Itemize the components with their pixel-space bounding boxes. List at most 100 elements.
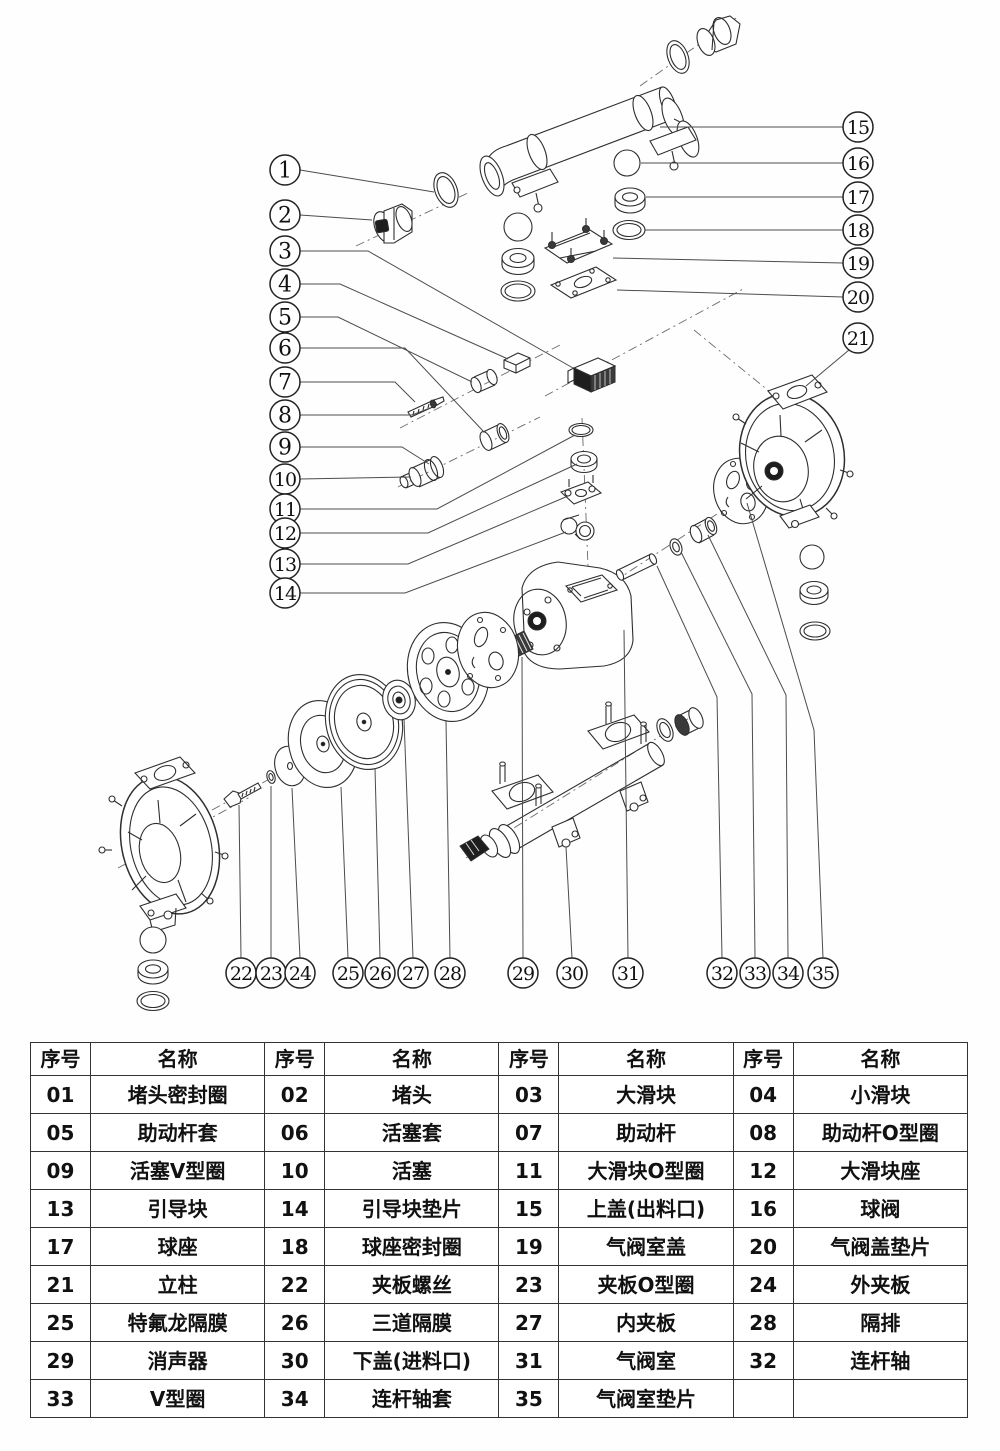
callout-number-19: 19	[847, 253, 869, 275]
leader-line-35	[746, 502, 824, 959]
left-pump-housing	[98, 756, 229, 933]
part-number-cell: 33	[30, 1379, 91, 1418]
upper-cover-outlet	[479, 86, 700, 213]
part-number-cell: 11	[498, 1151, 560, 1190]
header-cell-1: 名称	[89, 1042, 266, 1076]
callout-number-8: 8	[278, 404, 292, 429]
ball-valve-set-bottom-left	[136, 926, 170, 1012]
parts-table-row-7: 29 消声器 30 下盖(进料口) 31 气阀室 32 连杆轴	[30, 1341, 969, 1380]
part-number-cell: 03	[498, 1075, 560, 1114]
part-number-cell: 13	[30, 1189, 91, 1228]
callout-circle-18	[842, 214, 874, 246]
part-name-cell: 上盖(出料口)	[558, 1189, 734, 1228]
part-number-cell: 18	[264, 1227, 326, 1266]
leader-line-26	[374, 767, 381, 959]
callout-circle-29	[507, 957, 539, 989]
leader-line-2	[299, 214, 373, 221]
leader-line-5	[300, 316, 473, 383]
callout-number-7: 7	[278, 371, 292, 396]
leader-line-12	[300, 463, 578, 534]
callout-number-21: 21	[847, 328, 869, 350]
callout-circle-33	[739, 957, 771, 989]
plug-and-seal-right	[666, 15, 741, 74]
callout-circle-27	[397, 957, 429, 989]
part-number-cell: 17	[30, 1227, 91, 1266]
leader-line-22	[238, 804, 242, 959]
callout-number-35: 35	[812, 963, 834, 985]
part-number-cell: 30	[264, 1341, 326, 1380]
air-valve-chamber	[505, 561, 634, 670]
part-number-cell: 29	[30, 1341, 91, 1380]
part-name-cell: 内夹板	[558, 1303, 734, 1342]
part-name-cell: 堵头	[324, 1075, 500, 1114]
callout-number-33: 33	[744, 963, 766, 985]
leader-line-1	[299, 169, 435, 193]
leader-line-19	[612, 257, 844, 264]
callout-circle-7	[269, 366, 301, 398]
callout-circle-20	[842, 281, 874, 313]
leader-line-30	[565, 846, 573, 959]
plug-and-seal-left	[373, 172, 459, 244]
leader-line-21	[805, 349, 850, 387]
header-cell-3: 名称	[324, 1042, 500, 1076]
callout-number-16: 16	[847, 153, 869, 175]
parts-table-row-0: 01 堵头密封圈 02 堵头 03 大滑块 04 小滑块	[30, 1075, 969, 1114]
part-number-cell: 04	[732, 1075, 794, 1114]
part-number-cell: 24	[732, 1265, 794, 1304]
header-cell-5: 名称	[558, 1042, 734, 1076]
callout-number-13: 13	[274, 554, 296, 576]
ball-valve-set-top-right	[612, 149, 646, 241]
callout-circle-16	[842, 147, 874, 179]
parts-table-header-row: 序号 名称 序号 名称 序号 名称 序号 名称	[30, 1042, 969, 1076]
leader-line-8	[300, 407, 431, 416]
callout-number-26: 26	[369, 963, 391, 985]
leader-line-10	[299, 476, 412, 480]
part-number-cell: 31	[498, 1341, 560, 1380]
part-name-cell: 下盖(进料口)	[324, 1341, 500, 1380]
callout-circle-1	[269, 154, 301, 186]
callout-circle-14	[269, 577, 301, 609]
leader-line-28	[445, 719, 451, 959]
part-name-cell: 消声器	[89, 1341, 266, 1380]
part-name-cell: V型圈	[89, 1379, 266, 1418]
part-number-cell: 14	[264, 1189, 326, 1228]
header-cell-2: 序号	[264, 1042, 326, 1076]
parts-table-row-3: 13 引导块 14 引导块垫片 15 上盖(出料口) 16 球阀	[30, 1189, 969, 1228]
part-number-cell: 27	[498, 1303, 560, 1342]
parts-table: 序号 名称 序号 名称 序号 名称 序号 名称 01 堵头密封圈 02 堵头 03 大滑块 04 小滑块 05 助…	[30, 1042, 969, 1418]
slider-seat-stack	[559, 422, 603, 541]
part-name-cell: 外夹板	[792, 1265, 969, 1304]
callout-number-4: 4	[278, 273, 292, 298]
part-number-cell: 28	[732, 1303, 794, 1342]
callout-number-6: 6	[278, 337, 292, 362]
part-name-cell: 大滑块O型圈	[558, 1151, 734, 1190]
part-number-cell: 06	[264, 1113, 326, 1152]
leader-line-25	[340, 786, 349, 959]
callout-number-12: 12	[274, 523, 296, 545]
part-name-cell: 气阀室盖	[558, 1227, 734, 1266]
part-name-cell: 助动杆套	[89, 1113, 266, 1152]
callout-number-29: 29	[512, 963, 534, 985]
diaphragm-stack	[223, 611, 520, 808]
leader-line-31	[623, 629, 629, 959]
leader-line-33	[680, 551, 756, 959]
part-number-cell: 32	[732, 1341, 794, 1380]
part-name-cell: 夹板O型圈	[558, 1265, 734, 1304]
callout-circle-15	[842, 111, 874, 143]
callout-circle-28	[434, 957, 466, 989]
callout-number-30: 30	[561, 963, 583, 985]
part-name-cell: 小滑块	[792, 1075, 969, 1114]
callout-circle-35	[807, 957, 839, 989]
callout-circle-30	[556, 957, 588, 989]
callout-number-34: 34	[777, 963, 800, 985]
part-name-cell: 气阀盖垫片	[792, 1227, 969, 1266]
callout-number-22: 22	[230, 963, 252, 985]
callout-number-10: 10	[274, 469, 296, 491]
part-number-cell: 01	[30, 1075, 91, 1114]
part-name-cell: 助动杆O型圈	[792, 1113, 969, 1152]
rod-shaft-parts	[615, 516, 718, 581]
part-number-cell: 25	[30, 1303, 91, 1342]
callout-number-5: 5	[278, 306, 292, 331]
leader-line-29	[521, 656, 524, 959]
part-name-cell: 大滑块座	[792, 1151, 969, 1190]
